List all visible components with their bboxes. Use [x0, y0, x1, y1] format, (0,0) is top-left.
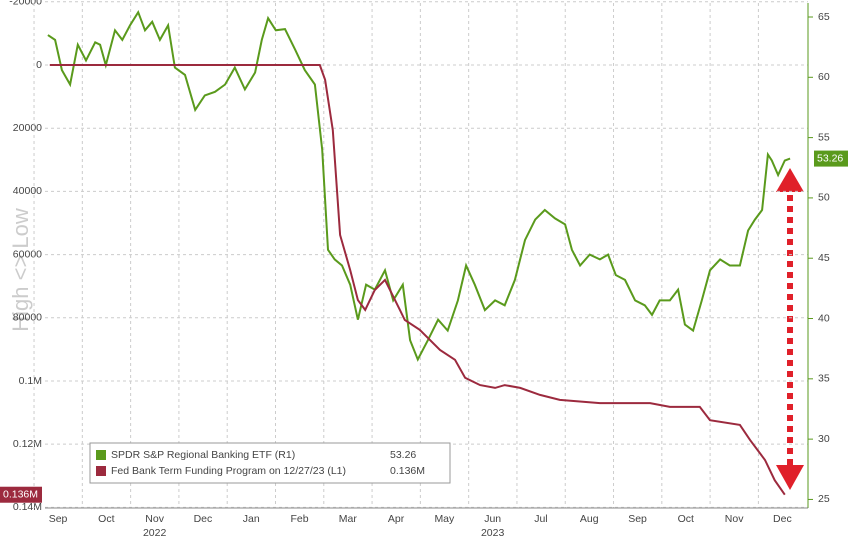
last-value-label: 53.26 [817, 152, 843, 164]
legend-label: SPDR S&P Regional Banking ETF (R1) [111, 449, 295, 461]
y-tick-label: 0.12M [13, 438, 42, 450]
y2-tick-label: 65 [818, 11, 830, 23]
y-tick-label: 0.1M [19, 375, 42, 387]
x-tick-label: May [434, 513, 455, 525]
arrow-head [776, 168, 804, 192]
x-tick-label: Oct [98, 513, 114, 525]
y2-tick-label: 35 [818, 373, 830, 385]
last-value-tag [814, 150, 848, 167]
x-group-label: 2023 [481, 527, 505, 539]
y-tick-label: 20000 [13, 122, 42, 134]
x-group-label: 2022 [143, 527, 167, 539]
y2-tick-label: 30 [818, 433, 830, 445]
y2-tick-label: 40 [818, 312, 830, 324]
legend-label: Fed Bank Term Funding Program on 12/27/2… [111, 465, 346, 477]
y2-tick-label: 50 [818, 192, 830, 204]
last-value-label: 0.136M [3, 489, 38, 501]
legend-value: 53.26 [390, 449, 416, 461]
x-tick-label: Oct [678, 513, 694, 525]
arrow-head [776, 465, 804, 490]
y-tick-label: 60000 [13, 248, 42, 260]
x-tick-label: Dec [773, 513, 792, 525]
axis-note: High <> Low [8, 208, 33, 332]
last-value-tag [0, 486, 42, 503]
legend-swatch [96, 466, 106, 476]
y-tick-label: 80000 [13, 312, 42, 324]
x-tick-label: Nov [145, 513, 164, 525]
x-tick-label: Jan [243, 513, 260, 525]
x-tick-label: Mar [339, 513, 358, 525]
x-tick-label: Apr [388, 513, 405, 525]
x-tick-label: Jun [484, 513, 501, 525]
y2-tick-label: 55 [818, 131, 830, 143]
y2-tick-label: 60 [818, 71, 830, 83]
y-tick-label: 0.14M [13, 501, 42, 513]
x-tick-label: Feb [290, 513, 308, 525]
x-tick-label: Sep [49, 513, 68, 525]
x-tick-label: Jul [534, 513, 547, 525]
legend-value: 0.136M [390, 465, 425, 477]
series-line [47, 9, 791, 362]
x-tick-label: Dec [194, 513, 213, 525]
y-tick-label: 40000 [13, 185, 42, 197]
y-tick-label: -20000 [9, 0, 42, 8]
y2-tick-label: 25 [818, 493, 830, 505]
x-tick-label: Sep [628, 513, 647, 525]
x-tick-label: Nov [725, 513, 744, 525]
legend-box [89, 442, 451, 484]
legend-swatch [96, 450, 106, 460]
series-line [49, 64, 786, 496]
y-tick-label: 0 [36, 59, 42, 71]
y2-tick-label: 45 [818, 252, 830, 264]
x-tick-label: Aug [580, 513, 599, 525]
